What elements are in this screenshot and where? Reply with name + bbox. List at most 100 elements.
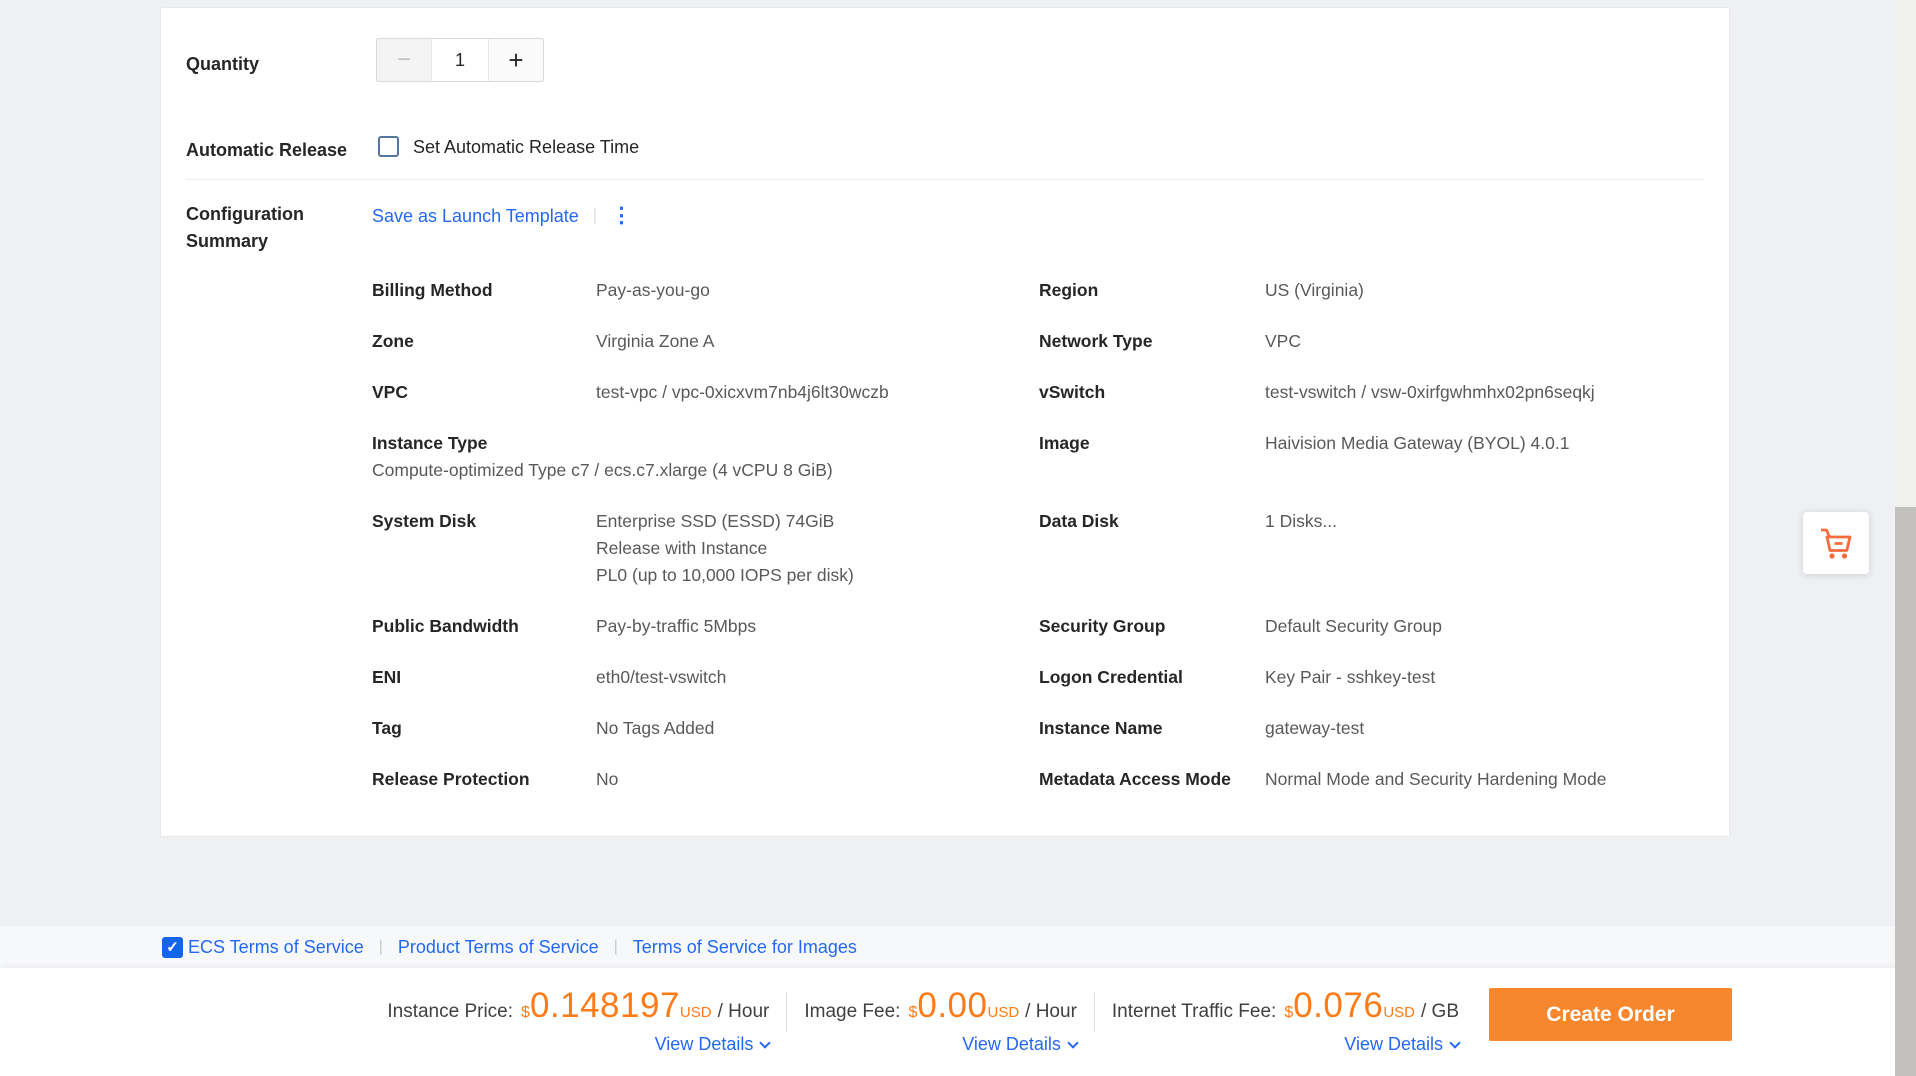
automatic-release-checkbox[interactable] bbox=[378, 136, 399, 157]
config-label: Instance Type bbox=[372, 433, 488, 453]
config-label: VPC bbox=[372, 382, 408, 402]
order-summary-bar: Instance Price: $ 0.148197 USD / Hour Vi… bbox=[0, 968, 1916, 1076]
config-label: Data Disk bbox=[1039, 511, 1119, 531]
config-value: Haivision Media Gateway (BYOL) 4.0.1 bbox=[1265, 433, 1570, 453]
config-label: Public Bandwidth bbox=[372, 616, 519, 636]
internet-traffic-fee-line: Internet Traffic Fee: $ 0.076 USD / GB bbox=[1112, 986, 1459, 1026]
terms-row: ✓ ECS Terms of Service | Product Terms o… bbox=[162, 926, 857, 968]
config-value: Normal Mode and Security Hardening Mode bbox=[1265, 769, 1607, 789]
config-label: Instance Name bbox=[1039, 718, 1163, 738]
config-value: test-vpc / vpc-0xicxvm7nb4j6lt30wczb bbox=[596, 382, 889, 402]
internet-traffic-fee-view-details[interactable]: View Details bbox=[1344, 1034, 1461, 1055]
config-value: No Tags Added bbox=[596, 718, 715, 738]
instance-price-amount: 0.148197 bbox=[529, 986, 680, 1025]
config-value: gateway-test bbox=[1265, 718, 1365, 738]
order-config-card: Quantity − 1 + Automatic Release Set Aut… bbox=[160, 7, 1730, 837]
image-fee-view-details[interactable]: View Details bbox=[962, 1034, 1079, 1055]
image-fee-label: Image Fee: bbox=[804, 1001, 901, 1022]
config-value-line: PL0 (up to 10,000 IOPS per disk) bbox=[596, 565, 854, 585]
quantity-input[interactable]: 1 bbox=[432, 39, 488, 81]
config-value: Default Security Group bbox=[1265, 616, 1443, 636]
configuration-summary-label: Configuration Summary bbox=[186, 204, 304, 251]
currency-symbol: $ bbox=[521, 1004, 530, 1021]
create-order-button[interactable]: Create Order bbox=[1489, 988, 1732, 1041]
scrollbar-track[interactable] bbox=[1895, 0, 1916, 1076]
section-divider bbox=[186, 179, 1704, 180]
vertical-divider bbox=[786, 992, 788, 1032]
automatic-release-label: Automatic Release bbox=[186, 140, 348, 160]
per-unit: / Hour bbox=[717, 1001, 770, 1022]
config-value: Virginia Zone A bbox=[596, 331, 715, 351]
view-details-label[interactable]: View Details bbox=[1344, 1034, 1443, 1054]
vertical-separator: | bbox=[378, 938, 383, 955]
currency-symbol: $ bbox=[908, 1004, 918, 1021]
shopping-cart-icon bbox=[1821, 528, 1852, 559]
config-value: Key Pair - sshkey-test bbox=[1265, 667, 1436, 687]
cart-button[interactable] bbox=[1803, 512, 1869, 574]
instance-price-section: Instance Price: $ 0.148197 USD / Hour Vi… bbox=[387, 986, 772, 1055]
currency-symbol: $ bbox=[1284, 1004, 1294, 1021]
chevron-down-icon bbox=[1067, 1037, 1079, 1049]
config-label: Release Protection bbox=[372, 769, 530, 789]
checkmark-icon: ✓ bbox=[166, 939, 179, 956]
price-row: Instance Price: $ 0.148197 USD / Hour Vi… bbox=[387, 986, 1732, 1055]
instance-price-label: Instance Price: bbox=[387, 1001, 514, 1022]
config-label: Image bbox=[1039, 433, 1090, 453]
config-value-line: Enterprise SSD (ESSD) 74GiB bbox=[596, 511, 835, 531]
config-value: VPC bbox=[1265, 331, 1301, 351]
image-fee-amount: 0.00 bbox=[917, 986, 988, 1025]
config-value: eth0/test-vswitch bbox=[596, 667, 727, 687]
config-value: US (Virginia) bbox=[1265, 280, 1364, 300]
configuration-summary-grid: Billing Method Pay-as-you-go Region US (… bbox=[372, 277, 1707, 793]
quantity-increase-button[interactable]: + bbox=[488, 39, 543, 81]
product-terms-link[interactable]: Product Terms of Service bbox=[397, 936, 599, 957]
config-value: No bbox=[596, 769, 619, 789]
config-instance-type-cell: Instance Type Compute-optimized Type c7 … bbox=[372, 430, 1039, 484]
config-label: Logon Credential bbox=[1039, 667, 1183, 687]
config-label: ENI bbox=[372, 667, 402, 687]
config-label: Network Type bbox=[1039, 331, 1153, 351]
config-label: Billing Method bbox=[372, 280, 493, 300]
config-label: Metadata Access Mode bbox=[1039, 769, 1231, 789]
config-value: Compute-optimized Type c7 / ecs.c7.xlarg… bbox=[372, 460, 833, 480]
config-value: 1 Disks... bbox=[1265, 511, 1337, 531]
config-value: test-vswitch / vsw-0xirfgwhmhx02pn6seqkj bbox=[1265, 382, 1595, 402]
configuration-actions-row: Save as Launch Template | ⋮ bbox=[372, 204, 632, 228]
config-label: Region bbox=[1039, 280, 1099, 300]
quantity-decrease-button[interactable]: − bbox=[377, 39, 432, 81]
instance-price-view-details[interactable]: View Details bbox=[654, 1034, 772, 1055]
instance-price-line: Instance Price: $ 0.148197 USD / Hour bbox=[387, 986, 769, 1026]
config-value: Pay-as-you-go bbox=[596, 280, 710, 300]
quantity-stepper: − 1 + bbox=[376, 38, 544, 82]
config-system-disk-value: Enterprise SSD (ESSD) 74GiB Release with… bbox=[596, 508, 1039, 589]
quantity-label: Quantity bbox=[186, 54, 260, 74]
vertical-divider bbox=[1093, 992, 1095, 1032]
ecs-terms-link[interactable]: ECS Terms of Service bbox=[188, 936, 364, 957]
chevron-down-icon bbox=[1449, 1037, 1461, 1049]
vertical-separator: | bbox=[592, 207, 597, 224]
config-label: Security Group bbox=[1039, 616, 1166, 636]
per-unit: / Hour bbox=[1025, 1001, 1077, 1022]
config-label: System Disk bbox=[372, 511, 477, 531]
save-as-launch-template-link[interactable]: Save as Launch Template bbox=[372, 206, 579, 226]
currency-code: USD bbox=[987, 1004, 1020, 1021]
view-details-label[interactable]: View Details bbox=[962, 1034, 1061, 1054]
config-label: vSwitch bbox=[1039, 382, 1106, 402]
internet-traffic-fee-label: Internet Traffic Fee: bbox=[1111, 1001, 1277, 1022]
scrollbar-thumb[interactable] bbox=[1895, 507, 1916, 1076]
chevron-down-icon bbox=[759, 1037, 772, 1049]
image-fee-line: Image Fee: $ 0.00 USD / Hour bbox=[804, 986, 1077, 1026]
config-value-line: Release with Instance bbox=[596, 538, 768, 558]
image-terms-link[interactable]: Terms of Service for Images bbox=[632, 936, 857, 957]
internet-traffic-fee-section: Internet Traffic Fee: $ 0.076 USD / GB V… bbox=[1112, 986, 1461, 1055]
currency-code: USD bbox=[1383, 1004, 1415, 1021]
config-label: Zone bbox=[372, 331, 414, 351]
ecs-terms-checkbox[interactable]: ✓ bbox=[162, 936, 183, 958]
per-unit: / GB bbox=[1420, 1001, 1459, 1022]
terms-band: ✓ ECS Terms of Service | Product Terms o… bbox=[0, 926, 1895, 968]
more-actions-icon[interactable]: ⋮ bbox=[610, 204, 632, 227]
automatic-release-option-label[interactable]: Set Automatic Release Time bbox=[413, 137, 640, 157]
view-details-label[interactable]: View Details bbox=[654, 1034, 754, 1054]
currency-code: USD bbox=[679, 1004, 712, 1021]
config-value: Pay-by-traffic 5Mbps bbox=[596, 616, 757, 636]
